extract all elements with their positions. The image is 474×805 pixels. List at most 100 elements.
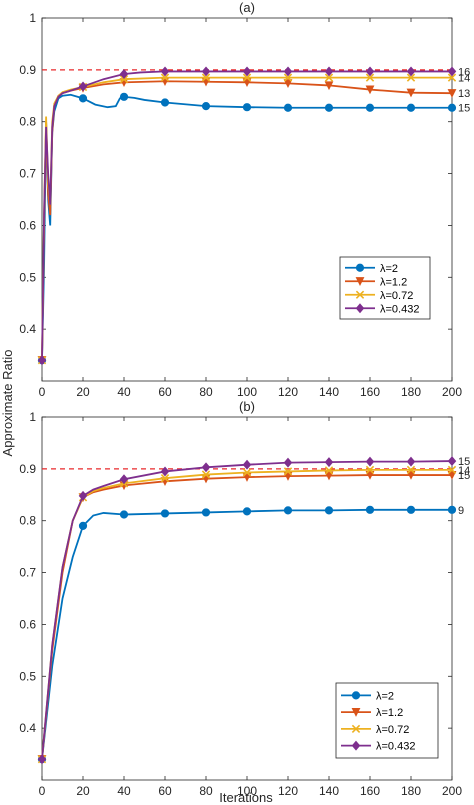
- legend-label: λ=2: [376, 690, 394, 702]
- data-point: [37, 754, 47, 765]
- x-tick-label: 140: [319, 385, 339, 399]
- data-point: [119, 75, 129, 84]
- series-end-label: 15: [458, 456, 470, 468]
- series-4: 15: [37, 456, 470, 765]
- data-point: [447, 66, 457, 77]
- data-point: [447, 103, 457, 112]
- data-point: [324, 66, 334, 77]
- x-tick-label: 60: [158, 784, 172, 798]
- data-point: [242, 73, 252, 82]
- data-point: [365, 470, 375, 480]
- data-point: [447, 470, 457, 480]
- y-tick-label: 1: [29, 11, 36, 25]
- legend: λ=2λ=1.2 λ=0.72λ=0.432: [339, 256, 431, 320]
- data-point: [447, 89, 457, 98]
- legend-entry: λ=0.72: [341, 724, 409, 736]
- data-point: [283, 457, 293, 468]
- x-tick-label: 20: [76, 784, 90, 798]
- data-point: [201, 462, 211, 473]
- data-point: [365, 465, 375, 475]
- data-point: [119, 510, 129, 519]
- x-tick-label: 100: [237, 784, 257, 798]
- data-point: [283, 506, 293, 515]
- legend-entry: λ=1.2: [341, 707, 403, 719]
- data-point: [447, 505, 457, 514]
- x-tick-label: 0: [39, 385, 46, 399]
- x-tick-label: 180: [401, 385, 421, 399]
- x-tick-label: 40: [117, 784, 131, 798]
- data-point: [160, 66, 170, 77]
- legend-entry: λ=0.432: [341, 741, 415, 753]
- data-point: [406, 66, 416, 77]
- x-tick-label: 100: [237, 385, 257, 399]
- legend-label: λ=1.2: [380, 276, 407, 288]
- x-tick-label: 200: [442, 784, 462, 798]
- data-point: [160, 509, 170, 518]
- data-point: [324, 466, 334, 475]
- data-point: [365, 66, 375, 77]
- data-point: [160, 73, 170, 82]
- data-point: [406, 88, 416, 98]
- panel-title: (b): [239, 399, 255, 414]
- y-tick-label: 1: [29, 410, 36, 424]
- y-tick-label: 0.6: [19, 218, 36, 232]
- series-line: [41, 460, 453, 760]
- legend-label: λ=0.72: [380, 290, 413, 302]
- y-tick-label: 0.4: [19, 322, 36, 336]
- y-tick-label: 0.4: [19, 721, 36, 735]
- legend-entry: λ=2: [345, 263, 398, 275]
- data-point: [119, 92, 129, 101]
- y-axis-label: Approximate Ratio: [0, 350, 15, 457]
- x-tick-label: 60: [158, 385, 172, 399]
- data-point: [283, 66, 293, 77]
- data-point: [119, 69, 129, 79]
- legend-label: λ=0.432: [380, 303, 419, 315]
- data-point: [78, 81, 88, 92]
- data-point: [406, 456, 416, 467]
- data-point: [447, 73, 457, 82]
- data-point: [324, 73, 334, 82]
- series-end-label: 14: [458, 73, 470, 85]
- panel-b: (b) 0.4 0.5 0.6 0.7 0.8 0.9 1 0 20 40 60 80 100 120 140…: [19, 399, 470, 798]
- legend-marker: [355, 263, 365, 272]
- series-end-label: 15: [458, 470, 470, 482]
- legend-label: λ=1.2: [376, 707, 403, 719]
- series-end-label: 14: [458, 465, 470, 477]
- data-point: [242, 459, 252, 470]
- x-axis-label: Iterations: [219, 790, 273, 805]
- panel-a: (a) 0.4 0.5 0.6 0.7 0.8 0.9 1 0 20 40 60 80 100 120 140…: [19, 0, 470, 399]
- legend-marker: [351, 691, 361, 700]
- legend-entry: λ=0.72: [345, 290, 413, 302]
- y-tick-label: 0.5: [19, 270, 36, 284]
- data-point: [406, 505, 416, 514]
- legend-entry: λ=1.2: [345, 276, 407, 288]
- data-point: [324, 506, 334, 515]
- data-point: [160, 466, 170, 477]
- data-point: [283, 73, 293, 82]
- y-tick-label: 0.5: [19, 669, 36, 683]
- data-point: [201, 66, 211, 77]
- data-point: [242, 103, 252, 112]
- series-end-label: 16: [458, 66, 470, 78]
- data-point: [283, 79, 293, 89]
- y-tick-label: 0.8: [19, 115, 36, 129]
- y-tick-label: 0.9: [19, 63, 36, 77]
- series-line: [41, 508, 452, 760]
- data-point: [283, 467, 293, 476]
- x-tick-label: 80: [199, 385, 213, 399]
- data-point: [37, 355, 47, 366]
- x-tick-label: 120: [278, 784, 298, 798]
- legend-marker: [351, 724, 361, 734]
- x-tick-label: 120: [278, 385, 298, 399]
- legend: λ=2 λ=1.2 λ=0.72 λ=0.432: [335, 682, 439, 759]
- data-point: [365, 505, 375, 514]
- data-point: [447, 456, 457, 467]
- data-point: [324, 81, 334, 91]
- legend-marker: [355, 303, 365, 314]
- y-tick-label: 0.7: [19, 566, 36, 580]
- data-point: [242, 507, 252, 516]
- data-point: [365, 103, 375, 112]
- data-point: [78, 94, 88, 103]
- x-tick-label: 180: [401, 784, 421, 798]
- series-end-label: 15: [458, 103, 470, 115]
